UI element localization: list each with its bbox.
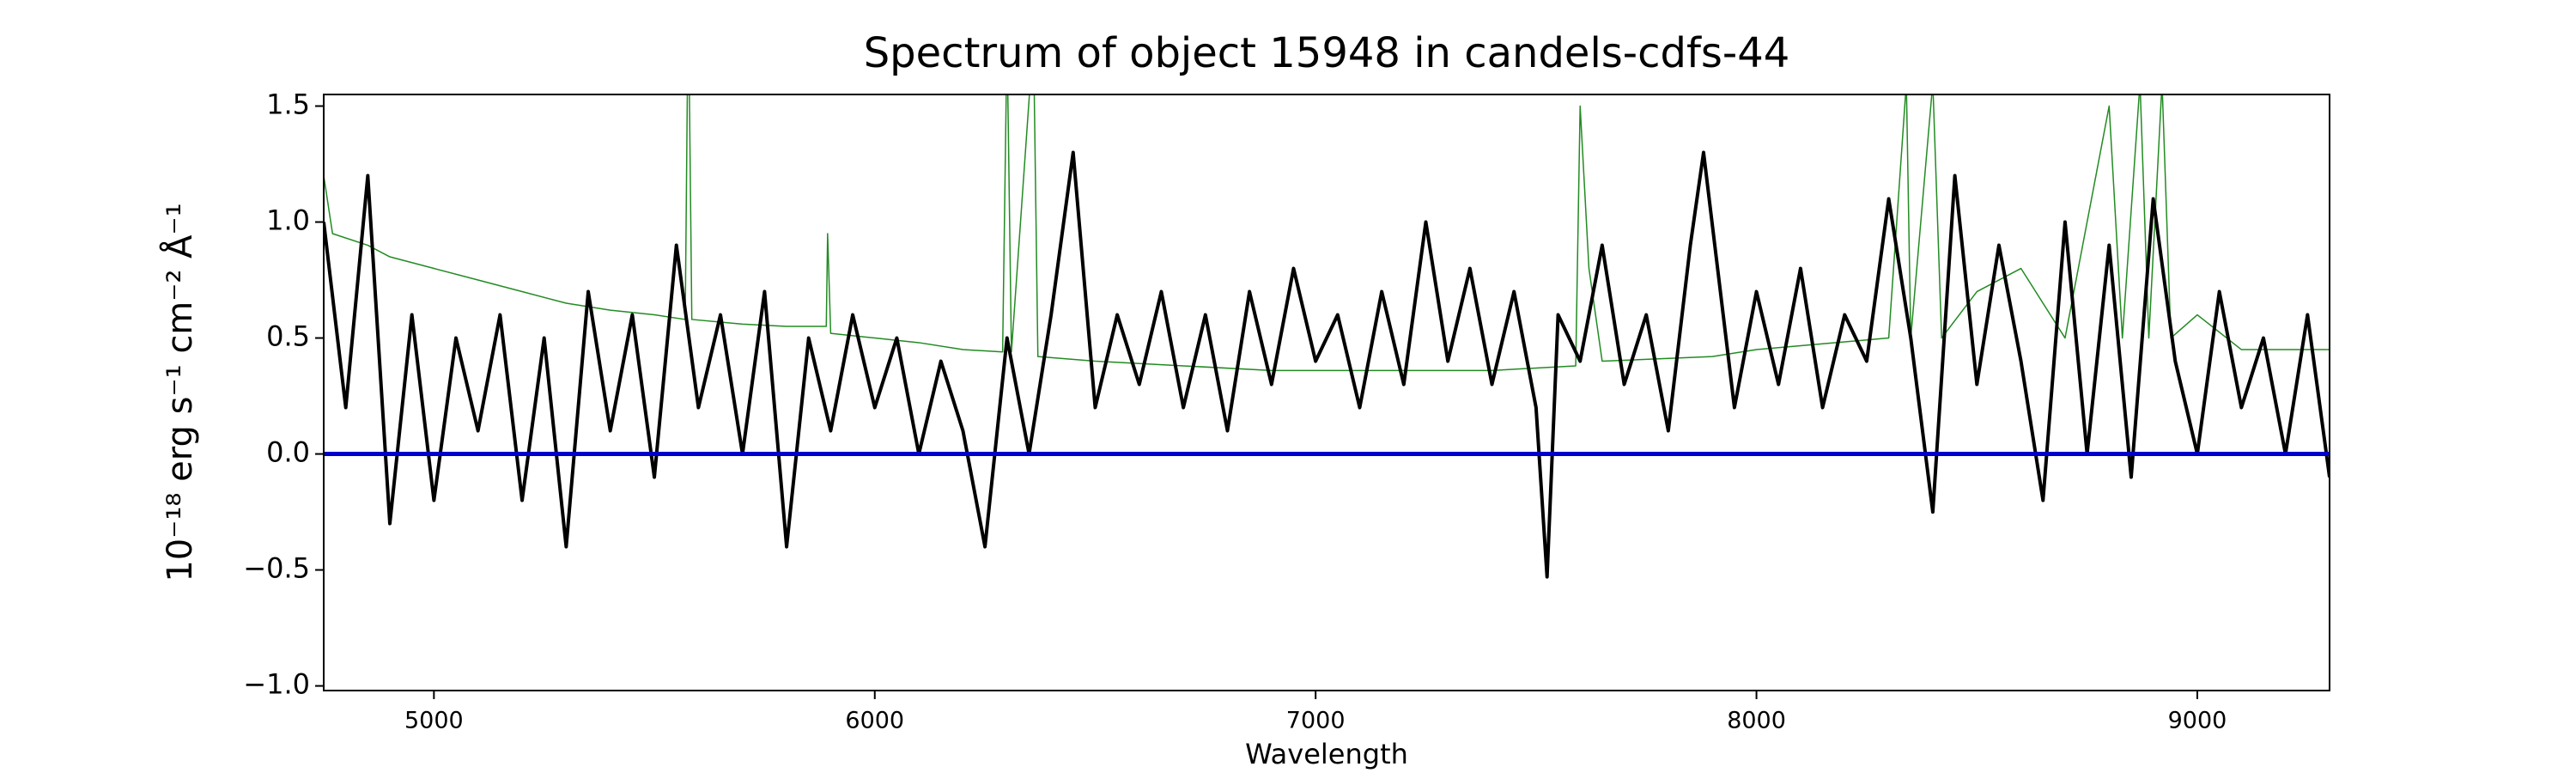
axes-frame bbox=[323, 94, 2330, 691]
y-tick-label: 0.5 bbox=[266, 320, 310, 353]
spectrum-line bbox=[324, 150, 2330, 579]
chart-title: Spectrum of object 15948 in candels-cdfs… bbox=[864, 29, 1790, 77]
y-axis-label: 10⁻¹⁸ erg s⁻¹ cm⁻² Å⁻¹ bbox=[159, 203, 200, 581]
x-tick-label: 5000 bbox=[404, 708, 464, 734]
x-tick-label: 8000 bbox=[1727, 708, 1786, 734]
y-tick-label: 1.0 bbox=[266, 204, 310, 237]
y-tick-label: −0.5 bbox=[243, 552, 310, 585]
y-tick-label: 1.5 bbox=[266, 88, 310, 121]
plot-area bbox=[324, 94, 2330, 579]
x-tick-label: 6000 bbox=[845, 708, 904, 734]
x-tick-label: 9000 bbox=[2168, 708, 2227, 734]
y-tick-label: 0.0 bbox=[266, 436, 310, 469]
x-tick-label: 7000 bbox=[1286, 708, 1346, 734]
y-tick-label: −1.0 bbox=[243, 668, 310, 701]
x-axis-label: Wavelength bbox=[1245, 738, 1408, 770]
